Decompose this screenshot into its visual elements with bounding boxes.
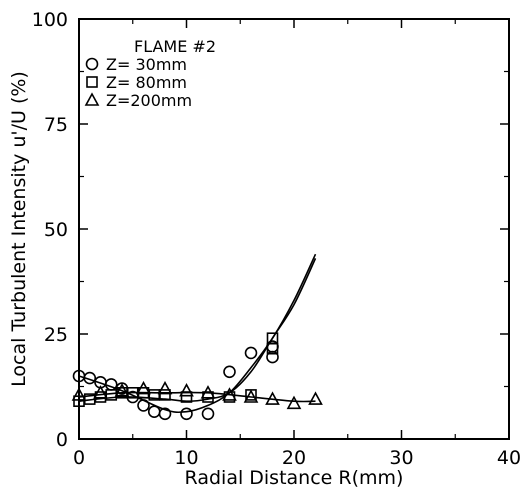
legend-label: Z= 80mm <box>106 73 187 92</box>
x-tick-label: 40 <box>497 447 521 469</box>
triangle-marker <box>200 385 216 399</box>
x-axis-label: Radial Distance R(mm) <box>185 467 404 489</box>
circle-marker <box>104 378 118 391</box>
circle-marker <box>147 405 161 419</box>
x-tick-label: 10 <box>174 447 198 469</box>
triangle-marker <box>265 391 280 405</box>
triangle-marker <box>308 391 323 405</box>
legend-circle-marker <box>85 57 99 71</box>
data-markers <box>71 332 323 421</box>
legend-label: Z= 30mm <box>106 55 187 74</box>
y-tick-label: 50 <box>44 219 68 241</box>
circle-marker <box>266 350 279 364</box>
triangle-marker <box>179 383 194 397</box>
triangle-marker <box>222 387 237 401</box>
y-tick-label: 25 <box>44 324 68 346</box>
legend-square-marker <box>86 76 98 88</box>
y-tick-label: 100 <box>32 9 68 31</box>
triangle-marker <box>71 387 87 401</box>
triangle-marker <box>157 380 173 395</box>
square-marker <box>180 391 193 403</box>
y-axis-label: Local Turbulent Intensity u'/U (%) <box>8 71 30 387</box>
y-tick-label: 75 <box>44 114 68 136</box>
legend-triangle-marker <box>84 92 100 106</box>
square-marker <box>159 389 171 401</box>
x-tick-label: 30 <box>389 447 413 469</box>
legend-title: FLAME #2 <box>134 37 216 56</box>
circle-marker <box>201 407 215 421</box>
circle-marker <box>244 346 258 360</box>
circle-marker <box>137 399 150 412</box>
circle-marker <box>83 371 97 385</box>
circle-marker <box>223 365 236 379</box>
x-tick-label: 20 <box>282 447 306 469</box>
circle-marker <box>180 407 193 421</box>
circle-marker <box>158 407 172 421</box>
square-marker <box>266 342 279 355</box>
triangle-marker <box>93 385 108 399</box>
triangle-marker <box>243 389 259 403</box>
triangle-marker <box>114 383 130 397</box>
y-tick-label: 0 <box>56 429 68 451</box>
triangle-marker <box>136 380 151 395</box>
triangle-marker <box>286 395 302 410</box>
y-ticks: 0 25 50 75 100 <box>32 9 509 451</box>
x-tick-label: 0 <box>73 447 85 469</box>
fit-curve <box>78 253 317 414</box>
x-ticks: 0 10 20 30 40 <box>73 19 521 469</box>
legend-label: Z=200mm <box>106 91 192 110</box>
